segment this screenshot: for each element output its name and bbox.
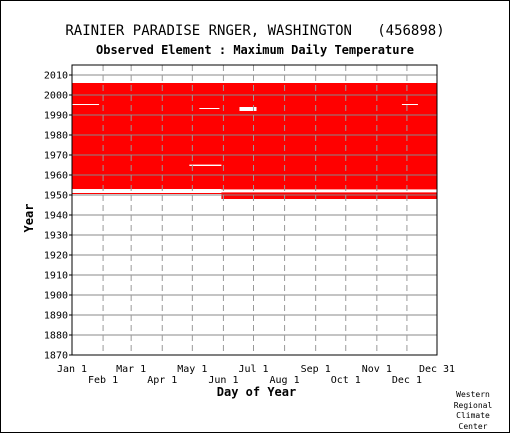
x-tick-label: Oct 1 (331, 375, 361, 386)
y-tick-label: 1940 (44, 211, 68, 222)
data-gap (72, 189, 437, 193)
chart-subtitle: Observed Element : Maximum Daily Tempera… (96, 43, 414, 57)
x-tick-label: Aug 1 (270, 375, 300, 386)
x-tick-label: Jul 1 (238, 364, 268, 375)
y-tick-label: 2000 (44, 91, 68, 102)
data-gap (72, 104, 100, 105)
x-tick-label: Dec 31 (419, 364, 455, 375)
y-tick-label: 1890 (44, 311, 68, 322)
data-coverage (221, 189, 437, 199)
credit-line: Climate (456, 411, 490, 420)
y-tick-label: 1990 (44, 111, 68, 122)
y-tick-label: 1920 (44, 251, 68, 262)
y-tick-label: 1910 (44, 271, 68, 282)
credit-line: Western (456, 390, 490, 399)
y-axis-title: Year (22, 204, 36, 233)
y-tick-label: 1950 (44, 191, 68, 202)
data-gap (401, 104, 418, 105)
data-gap (199, 108, 220, 109)
data-gap (239, 107, 257, 111)
x-axis-title: Day of Year (217, 385, 296, 399)
x-tick-label: May 1 (177, 364, 207, 375)
y-tick-label: 2010 (44, 71, 68, 82)
data-gap (189, 164, 222, 166)
x-tick-label: Mar 1 (116, 364, 146, 375)
x-tick-label: Dec 1 (392, 375, 422, 386)
y-tick-label: 1880 (44, 331, 68, 342)
y-tick-label: 1930 (44, 231, 68, 242)
x-tick-label: Apr 1 (147, 375, 177, 386)
y-tick-label: 1900 (44, 291, 68, 302)
credit-line: Center (458, 421, 488, 431)
y-tick-label: 1870 (44, 351, 68, 362)
data-coverage (72, 83, 437, 189)
x-tick-label: Nov 1 (362, 364, 392, 375)
x-tick-label: Jun 1 (208, 375, 238, 386)
chart-title: RAINIER PARADISE RNGER, WASHINGTON (4568… (65, 23, 445, 39)
credit-label: Western Regional Climate Center (448, 390, 498, 432)
credit-line: Regional (453, 400, 493, 410)
x-tick-label: Feb 1 (88, 375, 118, 386)
x-tick-label: Sep 1 (301, 364, 331, 375)
y-tick-label: 1960 (44, 171, 68, 182)
y-tick-label: 1980 (44, 131, 68, 142)
y-tick-label: 1970 (44, 151, 68, 162)
x-tick-label: Jan 1 (57, 364, 87, 375)
plot-border (71, 64, 438, 356)
